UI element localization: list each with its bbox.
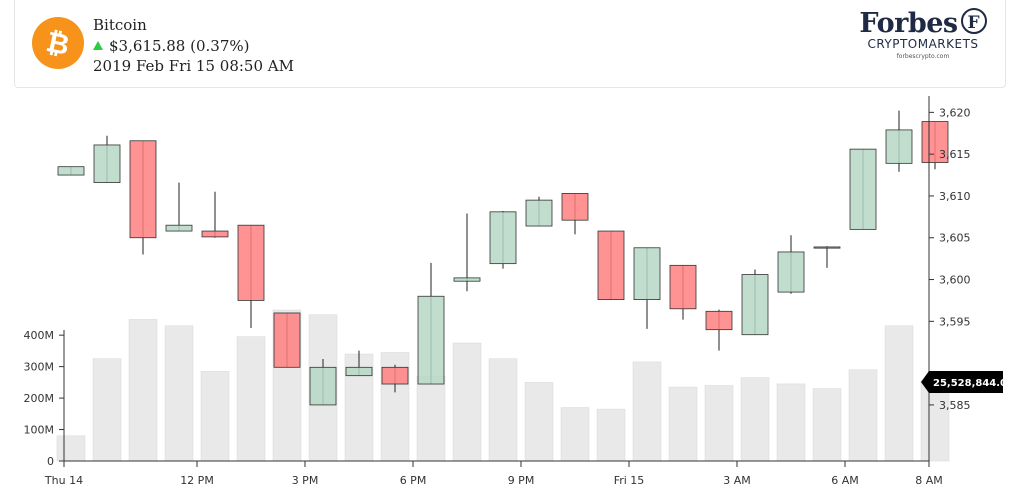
volume-tick-label: 0	[47, 455, 54, 468]
candle-body	[309, 366, 337, 406]
price-tick-label: 3,595	[939, 315, 971, 328]
candle-body	[129, 140, 157, 239]
candle-body	[201, 230, 229, 238]
price-tick-label: 3,585	[939, 399, 971, 412]
bitcoin-coin	[32, 17, 84, 69]
volume-bar	[632, 361, 662, 462]
volume-callout: 25,528,844.03	[921, 371, 1014, 393]
time-tick-label: 3 PM	[292, 474, 319, 487]
price-change-text: $3,615.88 (0.37%)	[109, 37, 250, 55]
up-arrow-icon	[93, 41, 103, 50]
candle-body	[669, 264, 697, 310]
candle-body	[237, 224, 265, 301]
brand-name: Forbes	[859, 8, 958, 39]
volume-callout-label: 25,528,844.03	[933, 378, 1014, 389]
bitcoin-icon: ₿	[32, 17, 84, 69]
candle-body	[921, 121, 949, 163]
brand-url: forbescrypto.com	[896, 53, 950, 60]
candle-body	[489, 211, 517, 265]
time-tick-label: 6 PM	[400, 474, 427, 487]
candle-body	[777, 251, 805, 293]
time-tick-label: 3 AM	[723, 474, 751, 487]
volume-bar	[416, 375, 446, 462]
volume-bar	[704, 385, 734, 462]
timestamp: 2019 Feb Fri 15 08:50 AM	[93, 57, 294, 75]
volume-bar	[128, 319, 158, 462]
coin-name: Bitcoin	[93, 16, 147, 34]
candle-body	[381, 366, 409, 385]
brand-logo: Forbes F CRYPTOMARKETS forbescrypto.com	[853, 8, 993, 72]
candle-body	[525, 199, 553, 227]
volume-bar	[164, 325, 194, 462]
volume-bar	[668, 386, 698, 462]
time-tick-label: Fri 15	[614, 474, 645, 487]
volume-bar	[596, 408, 626, 462]
candle-body	[345, 366, 373, 377]
time-tick-label: 8 AM	[915, 474, 943, 487]
candle-body	[453, 277, 481, 282]
candle-body	[633, 247, 661, 300]
volume-bar	[740, 377, 770, 462]
volume-bar	[236, 336, 266, 462]
volume-bar	[524, 382, 554, 462]
volume-callout-box	[921, 371, 1003, 393]
candle-body	[885, 129, 913, 164]
volume-bar	[200, 371, 230, 462]
candle-body	[849, 148, 877, 230]
volume-bar	[884, 325, 914, 462]
volume-tick-label: 200M	[24, 392, 55, 405]
price-tick-label: 3,610	[939, 190, 971, 203]
candle-body	[93, 144, 121, 183]
volume-bar	[488, 358, 518, 462]
candle-body	[273, 312, 301, 368]
candle-body	[165, 224, 193, 232]
volume-bar	[776, 383, 806, 462]
time-tick-label: 9 PM	[508, 474, 535, 487]
volume-bar	[560, 407, 590, 462]
time-tick-label: 6 AM	[831, 474, 859, 487]
price-tick-label: 3,600	[939, 274, 971, 287]
volume-bar	[56, 435, 86, 462]
price-tick-label: 3,620	[939, 106, 971, 119]
volume-bar	[92, 358, 122, 462]
candle-body	[597, 230, 625, 300]
volume-bar	[452, 342, 482, 462]
candle-body	[813, 246, 841, 249]
volume-tick-label: 100M	[24, 424, 55, 437]
price-tick-label: 3,615	[939, 148, 971, 161]
volume-bar	[920, 380, 950, 462]
candle-body	[705, 310, 733, 331]
volume-tick-label: 300M	[24, 361, 55, 374]
price-change: $3,615.88 (0.37%)	[93, 37, 249, 55]
volume-tick-label: 400M	[24, 329, 55, 342]
brand-badge-icon: F	[960, 8, 987, 34]
candle-body	[741, 274, 769, 336]
time-tick-label: Thu 14	[44, 474, 83, 487]
candle-body	[417, 295, 445, 385]
candle-body	[57, 166, 85, 176]
candle-body	[561, 193, 589, 221]
time-tick-label: 12 PM	[180, 474, 214, 487]
header-card: ₿ Bitcoin $3,615.88 (0.37%) 2019 Feb Fri…	[14, 0, 1006, 88]
brand-sub: CRYPTOMARKETS	[867, 37, 979, 51]
volume-bar	[848, 369, 878, 462]
price-tick-label: 3,605	[939, 232, 971, 245]
volume-bar	[812, 388, 842, 462]
